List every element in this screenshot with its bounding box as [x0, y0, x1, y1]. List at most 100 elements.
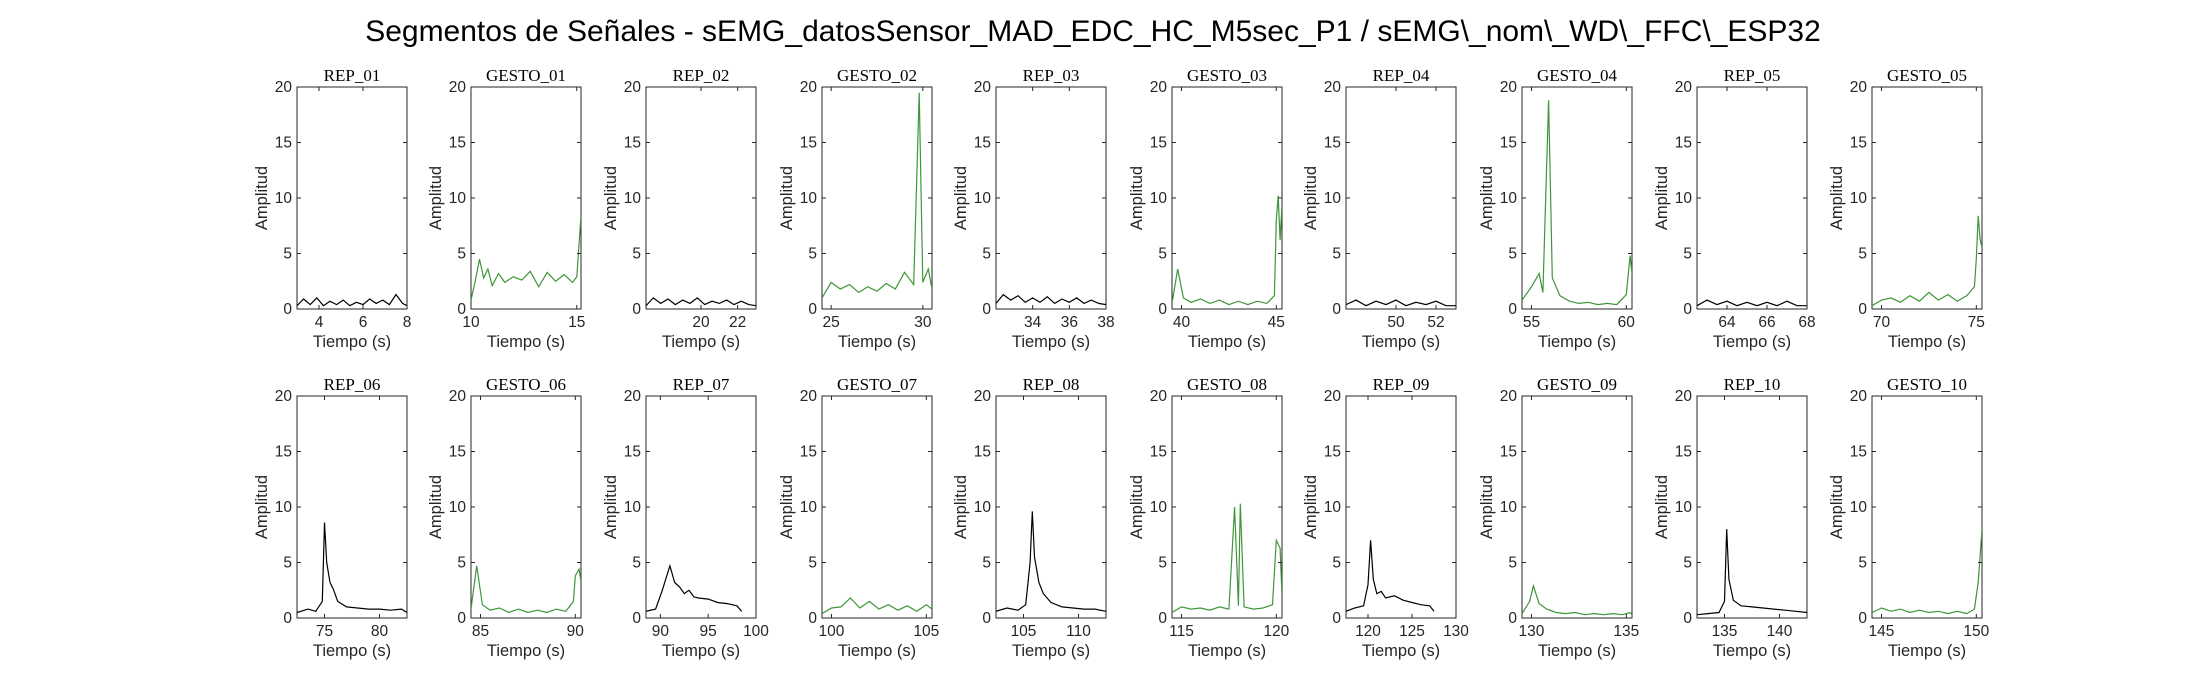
y-tick-label: 20 [1850, 388, 1868, 405]
x-tick-label: 105 [913, 623, 939, 640]
y-tick-label: 10 [1150, 499, 1168, 516]
y-axis-label: Amplitud [253, 166, 271, 230]
y-tick-label: 10 [1850, 190, 1868, 207]
x-tick-label: 125 [1399, 623, 1425, 640]
plot-area [470, 86, 582, 310]
y-tick-label: 5 [1858, 555, 1867, 572]
x-tick-label: 90 [567, 623, 585, 640]
y-axis-label: Amplitud [1653, 166, 1671, 230]
x-tick-label: 64 [1718, 314, 1736, 331]
plot-area [1521, 395, 1633, 619]
subplot-title: GESTO_10 [1887, 375, 1967, 394]
x-tick-label: 20 [692, 314, 710, 331]
y-tick-label: 15 [624, 135, 641, 152]
y-tick-label: 10 [800, 499, 818, 516]
plot-area [821, 86, 933, 310]
subplot-title: REP_07 [673, 375, 730, 394]
x-axis-label: Tiempo (s) [1188, 333, 1266, 351]
y-tick-label: 5 [808, 246, 817, 263]
y-tick-label: 0 [632, 610, 641, 627]
x-tick-label: 130 [1519, 623, 1545, 640]
subplot-gesto-03: 0 5 10 15 20 40 45 GESTO_03 Tiempo (s) Amplitud [1128, 66, 1285, 351]
subplot-title: REP_05 [1724, 66, 1781, 85]
y-axis-label: Amplitud [427, 475, 445, 539]
y-axis-label: Amplitud [1828, 475, 1846, 539]
x-tick-label: 25 [823, 314, 840, 331]
y-tick-label: 10 [624, 190, 642, 207]
subplot-rep-06: 0 5 10 15 20 75 80 REP_06 Tiempo (s) Amplitud [253, 375, 408, 660]
y-tick-label: 5 [1858, 246, 1867, 263]
x-tick-label: 80 [371, 623, 389, 640]
x-tick-label: 50 [1387, 314, 1405, 331]
subplot-title: GESTO_06 [486, 375, 566, 394]
y-tick-label: 15 [1850, 444, 1867, 461]
y-axis-label: Amplitud [602, 475, 620, 539]
subplot-title: GESTO_05 [1887, 66, 1967, 85]
y-tick-label: 20 [1850, 79, 1868, 96]
plot-area [296, 395, 408, 619]
signal-line [1346, 299, 1456, 307]
signal-line [1872, 529, 1982, 615]
y-tick-label: 5 [283, 555, 292, 572]
subplot-title: REP_10 [1724, 375, 1781, 394]
y-tick-label: 10 [1150, 190, 1168, 207]
y-axis-label: Amplitud [952, 166, 970, 230]
y-tick-label: 5 [1508, 246, 1517, 263]
signal-line [1872, 215, 1982, 307]
x-axis-label: Tiempo (s) [313, 333, 391, 351]
subplot-title: REP_03 [1023, 66, 1080, 85]
y-tick-label: 0 [457, 610, 466, 627]
y-tick-label: 10 [449, 499, 467, 516]
signal-line [822, 92, 932, 299]
signal-line [1172, 195, 1282, 306]
x-tick-label: 40 [1173, 314, 1191, 331]
y-tick-label: 15 [1500, 444, 1517, 461]
x-axis-label: Tiempo (s) [1888, 333, 1966, 351]
x-axis-label: Tiempo (s) [1713, 333, 1791, 351]
x-tick-label: 150 [1963, 623, 1989, 640]
y-tick-label: 10 [1675, 499, 1693, 516]
y-tick-label: 5 [982, 246, 991, 263]
y-tick-label: 15 [449, 135, 466, 152]
x-tick-label: 22 [729, 314, 746, 331]
signal-line [297, 293, 407, 307]
y-tick-label: 20 [974, 388, 992, 405]
plot-area [1521, 86, 1633, 310]
y-tick-label: 20 [624, 79, 642, 96]
y-tick-label: 15 [1850, 135, 1867, 152]
x-axis-label: Tiempo (s) [1188, 642, 1266, 660]
subplot-rep-08: 0 5 10 15 20 105 110 REP_08 Tiempo (s) Amplitud [952, 375, 1107, 660]
y-tick-label: 15 [974, 135, 991, 152]
y-tick-label: 5 [457, 555, 466, 572]
x-tick-label: 66 [1758, 314, 1775, 331]
signal-line [996, 293, 1106, 306]
y-axis-label: Amplitud [1302, 166, 1320, 230]
x-axis-label: Tiempo (s) [838, 642, 916, 660]
subplot-gesto-08: 0 5 10 15 20 115 120 GESTO_08 Tiempo (s) Amplitud [1128, 375, 1290, 660]
y-tick-label: 10 [624, 499, 642, 516]
y-tick-label: 0 [1158, 301, 1167, 318]
x-tick-label: 110 [1066, 623, 1091, 640]
x-tick-label: 90 [652, 623, 670, 640]
y-tick-label: 20 [1500, 79, 1518, 96]
y-tick-label: 5 [1508, 555, 1517, 572]
y-tick-label: 5 [808, 555, 817, 572]
subplot-gesto-07: 0 5 10 15 20 100 105 GESTO_07 Tiempo (s) Amplitud [778, 375, 939, 660]
subplot-title: REP_01 [324, 66, 381, 85]
y-tick-label: 10 [275, 499, 293, 516]
x-tick-label: 100 [743, 623, 769, 640]
x-tick-label: 68 [1798, 314, 1815, 331]
plot-area [821, 395, 933, 619]
y-tick-label: 0 [283, 301, 292, 318]
x-tick-label: 130 [1443, 623, 1469, 640]
x-tick-label: 75 [1968, 314, 1985, 331]
y-tick-label: 20 [1150, 79, 1168, 96]
y-tick-label: 0 [1158, 610, 1167, 627]
x-tick-label: 70 [1873, 314, 1891, 331]
y-tick-label: 20 [1324, 388, 1342, 405]
y-tick-label: 0 [1508, 301, 1517, 318]
y-tick-label: 5 [1158, 555, 1167, 572]
signal-line [297, 522, 407, 614]
